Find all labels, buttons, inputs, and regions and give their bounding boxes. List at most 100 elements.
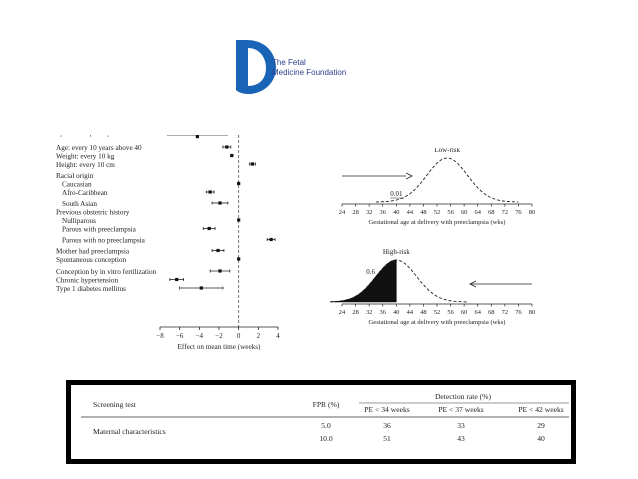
header-fpr: FPR (%) bbox=[313, 400, 340, 409]
point-estimate bbox=[269, 237, 273, 242]
high-risk-panel: High-risk 0.6 24 28 32 36 40 44 48 52 56 60 64 68 72 76… bbox=[330, 248, 535, 326]
row-label: Nulliparous bbox=[62, 217, 96, 225]
x-tick-label: 52 bbox=[434, 309, 440, 316]
x-tick-label: 60 bbox=[461, 209, 467, 216]
point-estimate bbox=[218, 201, 222, 205]
point-estimate bbox=[199, 286, 203, 290]
x-tick-label: 36 bbox=[380, 209, 386, 216]
distribution-curve bbox=[375, 157, 519, 203]
x-tick-label: 28 bbox=[352, 209, 358, 216]
table-cell-pe42: 40 bbox=[537, 434, 545, 443]
row-label: Caucasian bbox=[62, 181, 92, 189]
screening-table: Screening test FPR (%) Detection rate (%) P… bbox=[66, 380, 576, 464]
x-tick-label: 40 bbox=[393, 309, 399, 316]
row-label: Previous obstetric history bbox=[56, 209, 130, 217]
row-label: South Asian bbox=[62, 200, 97, 208]
screening-table-grid: Screening test FPR (%) Detection rate (%) P… bbox=[81, 392, 569, 443]
x-tick-label: 76 bbox=[515, 309, 521, 316]
row-label-maternal: Maternal characteristics bbox=[93, 427, 166, 436]
filled-area bbox=[330, 259, 397, 303]
x-tick-label: 48 bbox=[420, 209, 426, 216]
row-label: Parous with preeclampsia bbox=[62, 226, 137, 234]
tail-annotation: 0.01 bbox=[390, 190, 403, 198]
point-estimate bbox=[208, 190, 212, 194]
header-pe34: PE < 34 weeks bbox=[364, 405, 409, 414]
x-tick-label: 56 bbox=[447, 309, 453, 316]
x-tick-label: 0 bbox=[237, 332, 241, 340]
header-screening-test: Screening test bbox=[93, 400, 137, 409]
table-cell-pe37: 43 bbox=[457, 434, 465, 443]
tail-annotation: 0.6 bbox=[366, 268, 375, 276]
row-label: Spontaneous conception bbox=[56, 256, 126, 264]
x-tick-label: −6 bbox=[176, 332, 184, 340]
x-tick-label: 2 bbox=[257, 332, 261, 340]
point-estimate bbox=[230, 153, 234, 158]
x-tick-label: 32 bbox=[366, 309, 372, 316]
x-tick-label: 64 bbox=[475, 309, 482, 316]
x-tick-label: −4 bbox=[196, 332, 204, 340]
x-tick-label: −8 bbox=[156, 332, 164, 340]
x-tick-label: 48 bbox=[420, 309, 426, 316]
x-tick-label: 64 bbox=[475, 209, 482, 216]
panel-title: High-risk bbox=[383, 248, 410, 256]
point-estimate bbox=[225, 145, 229, 149]
distribution-plots: Low-risk 0.01 24 28 32 36 40 44 48 52 56 60 64 68 72 76… bbox=[330, 148, 535, 326]
x-tick-label: 72 bbox=[502, 209, 508, 216]
x-tick-label: 60 bbox=[461, 309, 467, 316]
fmf-logo bbox=[232, 36, 372, 98]
x-tick-label: 4 bbox=[276, 332, 280, 340]
point-estimate bbox=[218, 269, 222, 273]
fmf-logo-text: The Fetal Medicine Foundation bbox=[272, 58, 346, 78]
point-estimate bbox=[237, 218, 241, 222]
x-tick-label: 68 bbox=[488, 309, 494, 316]
arrow-head bbox=[405, 172, 413, 180]
row-label: Conception by in vitro fertilization bbox=[56, 268, 157, 276]
point-estimate bbox=[195, 135, 199, 139]
header-detection-rate: Detection rate (%) bbox=[435, 392, 492, 401]
header-pe37: PE < 37 weeks bbox=[438, 405, 483, 414]
x-tick-label: 24 bbox=[339, 309, 346, 316]
x-tick-label: 80 bbox=[529, 209, 535, 216]
x-axis-label: Effect on mean time (weeks) bbox=[178, 343, 261, 350]
table-cell-fpr: 10.0 bbox=[319, 434, 332, 443]
x-axis-label: Gestational age at delivery with preecla… bbox=[369, 219, 506, 226]
x-tick-label: 72 bbox=[502, 309, 508, 316]
row-label: Racial origin bbox=[56, 172, 94, 180]
row-label: Systemic lupus erythematosus bbox=[56, 135, 143, 137]
x-tick-label: 76 bbox=[515, 209, 521, 216]
fmf-logo-mark bbox=[236, 40, 276, 94]
point-estimate bbox=[237, 181, 241, 186]
x-tick-label: 24 bbox=[339, 209, 346, 216]
point-estimate bbox=[175, 277, 179, 282]
x-tick-label: 68 bbox=[488, 209, 494, 216]
table-cell-fpr: 5.0 bbox=[321, 421, 331, 430]
distribution-curve bbox=[330, 259, 468, 303]
x-tick-label: 28 bbox=[352, 309, 358, 316]
point-estimate bbox=[207, 226, 211, 231]
low-risk-panel: Low-risk 0.01 24 28 32 36 40 44 48 52 56 60 64 68 72 76… bbox=[339, 148, 535, 226]
x-axis-label: Gestational age at delivery with preecla… bbox=[369, 319, 506, 326]
header-pe42: PE < 42 weeks bbox=[518, 405, 563, 414]
table-cell-pe34: 51 bbox=[383, 434, 391, 443]
x-tick-label: 36 bbox=[380, 309, 386, 316]
x-tick-label: 80 bbox=[529, 309, 535, 316]
table-cell-pe37: 33 bbox=[457, 421, 465, 430]
point-estimate bbox=[237, 257, 241, 261]
row-label: Parous with no preeclampsia bbox=[62, 237, 146, 245]
table-cell-pe34: 36 bbox=[383, 421, 391, 430]
row-label: Age: every 10 years above 40 bbox=[56, 144, 142, 152]
row-label: Weight: every 10 kg bbox=[56, 153, 115, 161]
x-tick-label: 44 bbox=[407, 209, 414, 216]
x-tick-label: −2 bbox=[215, 332, 223, 340]
row-label: Afro-Caribbean bbox=[62, 189, 108, 197]
row-label: Height: every 10 cm bbox=[56, 161, 115, 169]
row-label: Mother had preeclampsia bbox=[56, 248, 130, 256]
point-estimate bbox=[216, 248, 220, 253]
point-estimate bbox=[250, 162, 255, 166]
x-tick-label: 40 bbox=[393, 209, 399, 216]
arrow-head bbox=[469, 280, 477, 288]
table-cell-pe42: 29 bbox=[537, 421, 545, 430]
x-tick-label: 52 bbox=[434, 209, 440, 216]
logo-line-2: Medicine Foundation bbox=[272, 68, 347, 77]
